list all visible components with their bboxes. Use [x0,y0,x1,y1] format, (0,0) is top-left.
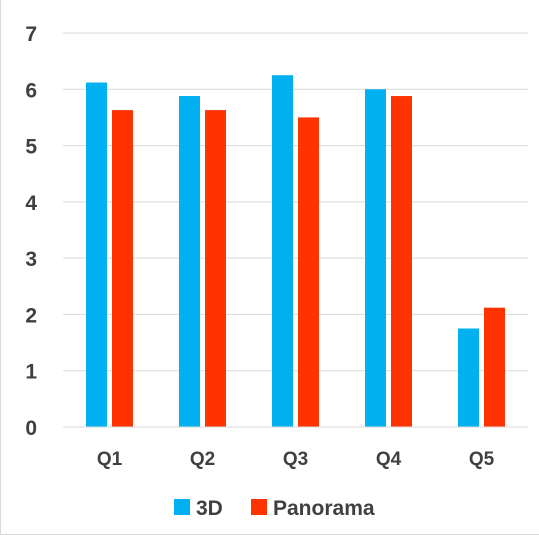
x-tick-label: Q3 [283,449,308,470]
y-tick-label: 2 [25,304,37,327]
x-tick-label: Q4 [376,449,402,470]
legend-label-panorama: Panorama [273,497,375,520]
x-tick-label: Q1 [97,449,123,470]
y-tick-label: 4 [25,192,37,215]
bar-3d-q1 [86,83,107,427]
bar-panorama-q5 [484,308,505,427]
y-tick-label: 7 [25,23,37,46]
bars [86,75,505,427]
bar-3d-q5 [458,329,479,428]
y-tick-label: 3 [25,248,37,271]
bar-3d-q4 [365,89,386,427]
legend-swatch-3d [174,499,190,515]
bar-panorama-q4 [391,96,412,427]
legend-label-3d: 3D [196,497,223,520]
bar-3d-q2 [179,96,200,427]
y-tick-label: 6 [25,79,37,102]
bar-panorama-q3 [298,117,319,427]
legend: 3D Panorama [174,497,375,520]
y-tick-label: 5 [25,136,37,159]
y-tick-label: 1 [25,361,37,384]
bar-panorama-q1 [112,110,133,427]
bar-3d-q3 [272,75,293,427]
bar-panorama-q2 [205,110,226,427]
y-axis-tick-labels: 0 1 2 3 4 5 6 7 [25,23,37,440]
x-tick-label: Q5 [469,449,495,470]
x-axis-tick-labels: Q1 Q2 Q3 Q4 Q5 [97,449,495,470]
legend-swatch-panorama [251,499,267,515]
x-tick-label: Q2 [190,449,215,470]
y-tick-label: 0 [25,417,37,440]
